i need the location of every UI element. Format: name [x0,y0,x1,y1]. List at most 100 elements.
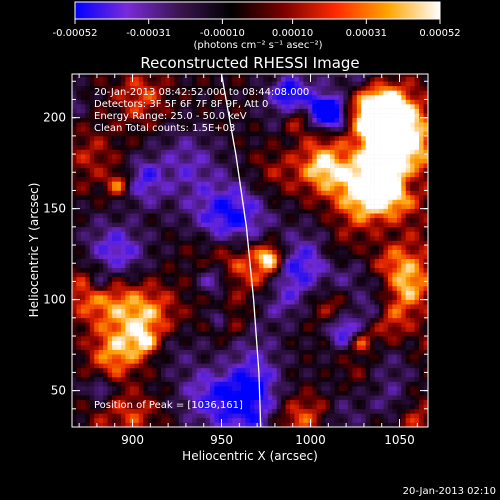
heatmap-cell [285,213,291,219]
heatmap-cell [223,204,229,209]
heatmap-cell [138,326,144,332]
heatmap-cell [89,76,95,82]
heatmap-cell [72,281,77,287]
heatmap-cell [143,267,148,273]
heatmap-cell [254,235,260,241]
heatmap-cell [143,85,148,91]
heatmap-cell [89,345,95,350]
heatmap-cell [303,208,309,214]
heatmap-cell [330,308,335,314]
heatmap-cell [112,413,117,419]
heatmap-cell [241,263,246,269]
heatmap-cell [334,367,340,373]
heatmap-cell [80,358,86,364]
heatmap-cell [334,258,340,264]
heatmap-cell [276,258,282,264]
heatmap-cell [312,231,318,237]
heatmap-cell [98,74,104,78]
heatmap-cell [312,272,318,278]
heatmap-cell [85,254,91,259]
heatmap-cell [125,195,131,200]
heatmap-cell [80,126,86,132]
heatmap-cell [258,240,264,246]
heatmap-cell [223,358,229,364]
heatmap-cell [89,144,95,150]
heatmap-cell [312,290,318,296]
heatmap-cell [183,417,188,423]
heatmap-cell [276,158,282,164]
heatmap-cell [298,172,304,178]
heatmap-cell [347,258,353,264]
heatmap-cell [187,390,193,396]
heatmap-cell [250,254,255,259]
heatmap-cell [232,358,237,364]
heatmap-cell [303,317,309,323]
heatmap-cell [112,172,117,178]
heatmap-cell [76,185,82,191]
heatmap-cell [236,135,242,141]
heatmap-cell [76,167,82,173]
heatmap-cell [165,404,171,410]
heatmap-cell [321,226,326,232]
heatmap-cell [294,131,300,137]
heatmap-cell [290,304,295,310]
heatmap-cell [187,404,193,410]
heatmap-cell [174,172,180,178]
heatmap-cell [80,163,86,169]
heatmap-cell [201,249,206,255]
heatmap-cell [165,235,171,241]
heatmap-cell [169,272,175,278]
heatmap-cell [98,176,104,182]
heatmap-cell [76,340,82,346]
heatmap-cell [258,413,264,419]
heatmap-cell [218,195,224,200]
heatmap-cell [138,74,144,78]
heatmap-cell [281,99,286,105]
heatmap-cell [343,267,349,273]
heatmap-cell [281,404,286,410]
heatmap-cell [218,413,224,419]
heatmap-cell [232,231,237,237]
heatmap-cell [129,108,135,114]
heatmap-cell [76,144,82,150]
heatmap-cell [152,176,157,182]
heatmap-cell [125,181,131,187]
heatmap-cell [85,399,91,405]
heatmap-cell [258,249,264,255]
heatmap-cell [241,281,246,287]
heatmap-cell [267,74,273,78]
heatmap-cell [112,331,117,337]
heatmap-cell [147,276,153,282]
heatmap-cell [178,108,184,114]
heatmap-cell [290,213,295,219]
heatmap-cell [94,181,99,187]
heatmap-cell [325,363,331,369]
heatmap-cell [218,295,224,300]
heatmap-cell [343,336,349,341]
heatmap-cell [285,117,291,123]
heatmap-cell [339,422,344,427]
heatmap-cell [98,417,104,423]
heatmap-cell [107,290,113,296]
heatmap-cell [112,163,117,169]
heatmap-cell [192,295,197,300]
heatmap-cell [112,231,117,237]
heatmap-cell [147,213,153,219]
heatmap-cell [107,167,113,173]
heatmap-cell [89,326,95,332]
heatmap-cell [352,422,358,427]
heatmap-cell [298,199,304,205]
heatmap-cell [165,313,171,319]
heatmap-cell [330,340,335,346]
heatmap-cell [339,304,344,310]
heatmap-cell [258,222,264,228]
heatmap-cell [303,295,309,300]
heatmap-cell [312,322,318,328]
heatmap-cell [169,94,175,100]
heatmap-cell [267,195,273,200]
heatmap-cell [339,336,344,341]
heatmap-cell [325,176,331,182]
heatmap-cell [352,144,358,150]
heatmap-cell [89,108,95,114]
heatmap-cell [125,290,131,296]
